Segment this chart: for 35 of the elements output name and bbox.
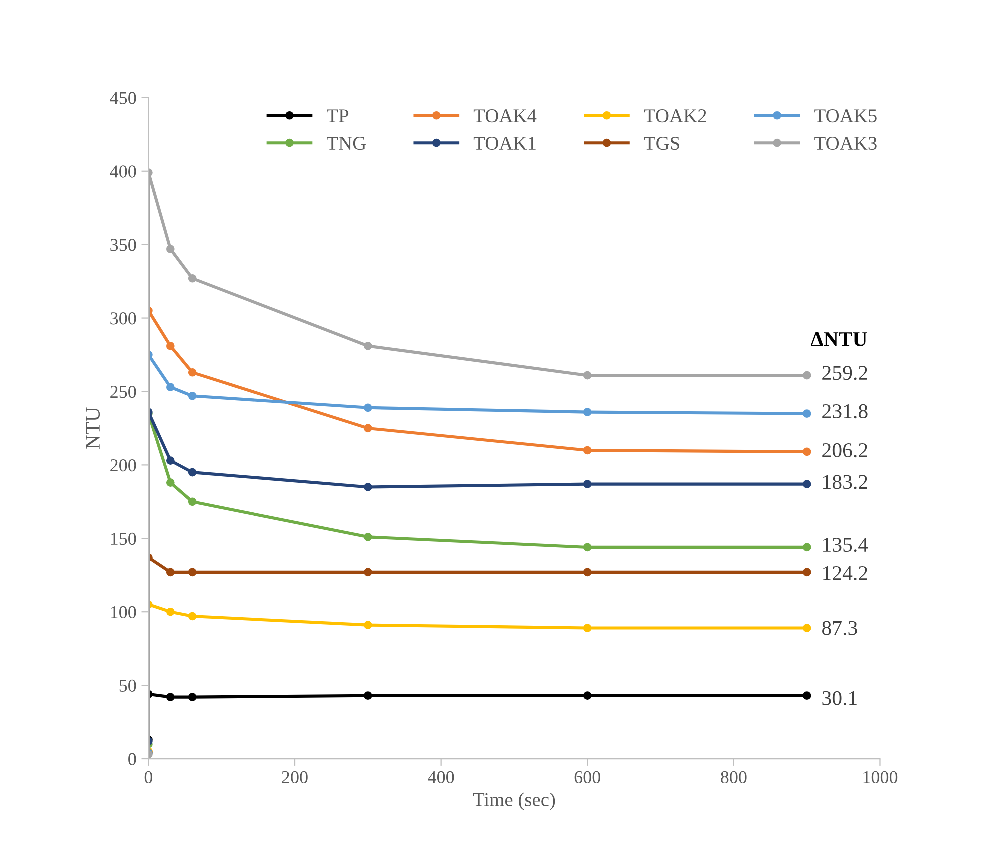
- x-tick-label: 200: [282, 771, 308, 784]
- y-tick-label: 350: [110, 239, 136, 252]
- legend-label: TOAK2: [644, 110, 706, 123]
- x-tick-label: 1000: [864, 771, 898, 784]
- y-tick-label: 200: [110, 459, 136, 472]
- legend-label: TNG: [327, 137, 366, 150]
- y-tick-label: 150: [111, 532, 136, 546]
- annotation: 124.2: [824, 566, 868, 581]
- annotation: 183.2: [824, 475, 868, 490]
- y-tick-label: 0: [128, 753, 136, 766]
- legend-label: TOAK3: [814, 137, 877, 150]
- y-tick-label: 300: [110, 312, 136, 325]
- x-tick-label: 0: [144, 771, 153, 784]
- y-tick-label: 400: [110, 166, 136, 178]
- x-tick-label: 400: [428, 771, 454, 784]
- annotation: 206.2: [822, 443, 868, 458]
- annotation: 30.1: [822, 691, 857, 706]
- x-tick-label: 600: [574, 771, 600, 784]
- x-axis-title: Time (sec): [473, 792, 556, 810]
- legend-label: TP: [327, 110, 349, 122]
- legend-label: TOAK4: [474, 110, 537, 123]
- legend-label: TOAK1: [474, 137, 536, 150]
- y-tick-label: 50: [120, 680, 136, 692]
- annotation: ΔNTU: [811, 332, 868, 346]
- legend-label: TOAK5: [814, 110, 877, 123]
- y-tick-label: 450: [110, 92, 136, 104]
- y-axis-title: NTU: [86, 407, 100, 450]
- legend-label: TGS: [644, 137, 680, 150]
- annotation: 135.4: [824, 538, 868, 552]
- y-tick-label: 250: [110, 386, 136, 398]
- annotation: 259.2: [822, 366, 868, 380]
- annotation: 231.8: [822, 404, 868, 419]
- annotation: 87.3: [822, 621, 858, 636]
- y-tick-label: 100: [111, 606, 136, 619]
- x-tick-label: 800: [721, 771, 747, 784]
